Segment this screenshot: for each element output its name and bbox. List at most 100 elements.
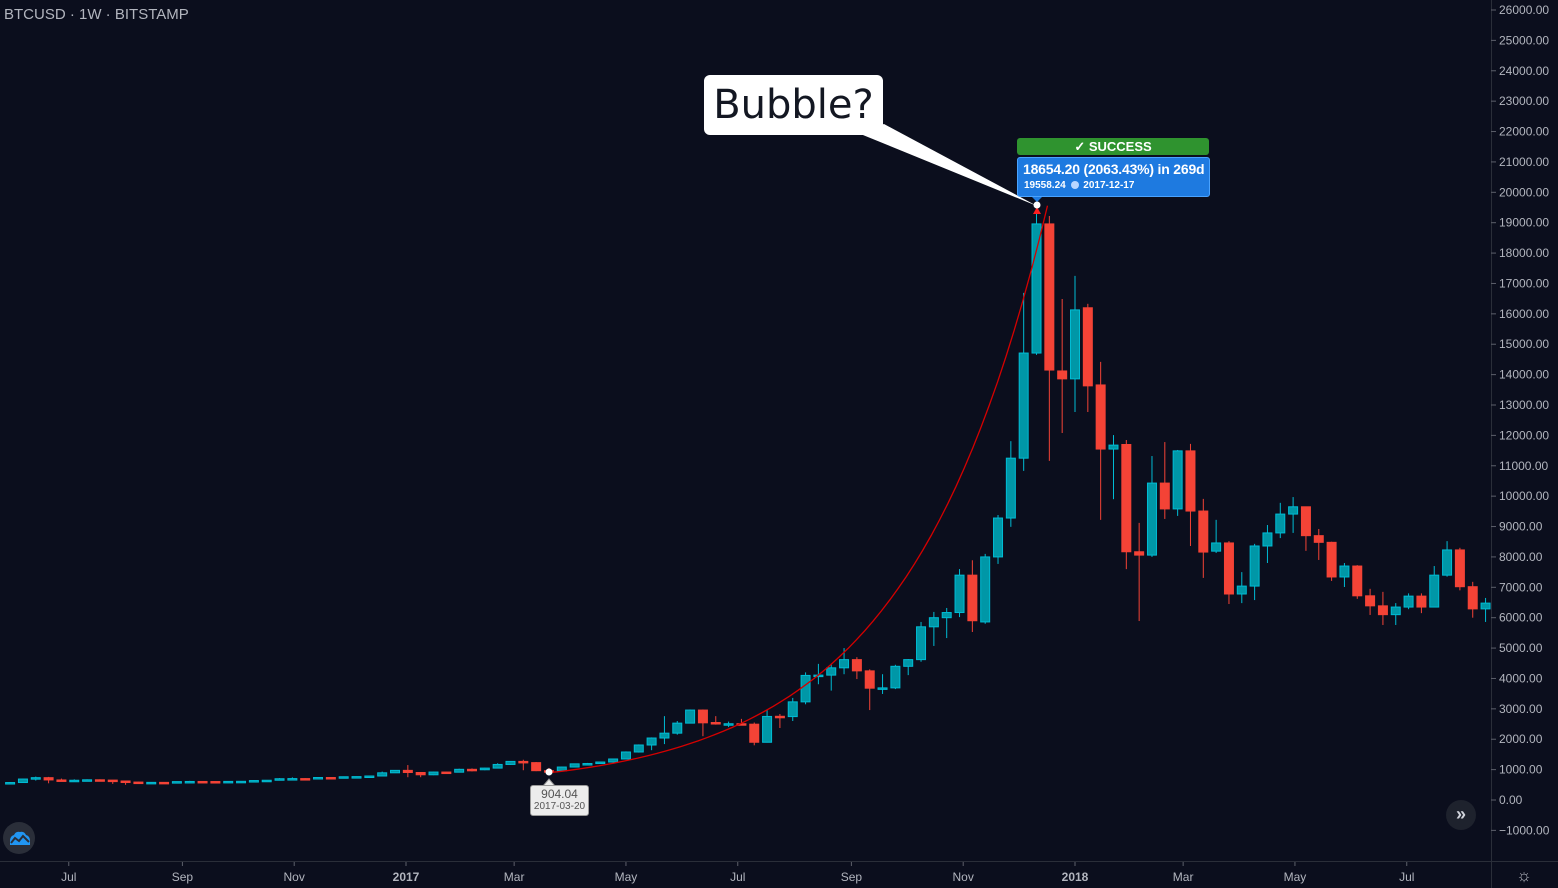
candle[interactable] xyxy=(531,762,542,772)
candle[interactable] xyxy=(646,737,657,751)
candle[interactable] xyxy=(582,762,593,766)
candle[interactable] xyxy=(133,781,144,785)
time-axis[interactable]: Jul Sep Nov 2017 Mar May Jul Sep Nov 2018 Mar May Ju… xyxy=(61,862,1414,884)
candle[interactable] xyxy=(1223,541,1234,605)
candle[interactable] xyxy=(1403,593,1414,610)
candle[interactable] xyxy=(1442,541,1453,577)
candle[interactable] xyxy=(1480,597,1491,622)
symbol-title[interactable]: BTCUSD · 1W · BITSTAMP xyxy=(4,6,189,23)
candle[interactable] xyxy=(287,777,298,781)
candle[interactable] xyxy=(466,768,477,772)
candle[interactable] xyxy=(1005,441,1016,527)
candle[interactable] xyxy=(1275,502,1286,539)
candle[interactable] xyxy=(94,779,105,782)
candle[interactable] xyxy=(864,669,875,711)
candle[interactable] xyxy=(1198,498,1209,578)
candle[interactable] xyxy=(595,761,606,765)
candle[interactable] xyxy=(390,769,401,774)
candle[interactable] xyxy=(1121,439,1132,570)
candle[interactable] xyxy=(82,779,93,782)
candle[interactable] xyxy=(402,765,413,778)
candle[interactable] xyxy=(659,716,670,745)
candle[interactable] xyxy=(877,674,888,694)
candle[interactable] xyxy=(993,514,1004,564)
candle[interactable] xyxy=(441,771,452,775)
candle[interactable] xyxy=(43,776,54,784)
candle[interactable] xyxy=(1070,275,1080,412)
candle[interactable] xyxy=(800,672,811,705)
candle[interactable] xyxy=(184,780,195,784)
double-chevron-right-icon[interactable]: » xyxy=(1446,800,1476,830)
candle[interactable] xyxy=(171,781,182,784)
candle[interactable] xyxy=(5,782,16,785)
candle[interactable] xyxy=(697,709,708,737)
candle[interactable] xyxy=(941,607,952,639)
candle[interactable] xyxy=(518,759,529,771)
candle[interactable] xyxy=(56,778,67,782)
candle[interactable] xyxy=(261,779,272,783)
tradingview-cloud-icon[interactable] xyxy=(3,822,35,854)
candle[interactable] xyxy=(1390,603,1401,625)
candle[interactable] xyxy=(1339,563,1350,588)
candle[interactable] xyxy=(569,763,580,768)
candle[interactable] xyxy=(723,721,734,728)
candle[interactable] xyxy=(749,722,760,746)
candle[interactable] xyxy=(672,721,683,735)
candle[interactable] xyxy=(903,659,914,676)
candle[interactable] xyxy=(890,664,901,690)
candle[interactable] xyxy=(1416,593,1427,614)
candle[interactable] xyxy=(1082,303,1093,412)
candle[interactable] xyxy=(762,710,773,743)
candle[interactable] xyxy=(248,780,259,783)
candle[interactable] xyxy=(1288,497,1299,533)
candle[interactable] xyxy=(1172,449,1183,516)
candle[interactable] xyxy=(787,697,798,721)
candle[interactable] xyxy=(1031,205,1042,355)
candle[interactable] xyxy=(1146,456,1157,557)
candle[interactable] xyxy=(1313,528,1324,560)
candle[interactable] xyxy=(364,775,375,778)
candle[interactable] xyxy=(1159,442,1170,519)
candle[interactable] xyxy=(338,776,349,779)
candle[interactable] xyxy=(928,611,939,646)
candle[interactable] xyxy=(1467,581,1478,618)
candle[interactable] xyxy=(69,779,80,783)
candle[interactable] xyxy=(1134,522,1145,622)
candle[interactable] xyxy=(1044,216,1055,461)
candle[interactable] xyxy=(236,780,247,784)
candle[interactable] xyxy=(313,777,324,780)
candle[interactable] xyxy=(223,780,234,784)
candle[interactable] xyxy=(1326,541,1337,581)
candle[interactable] xyxy=(159,781,170,785)
candle[interactable] xyxy=(197,780,208,784)
candle[interactable] xyxy=(685,709,696,724)
low-point-marker[interactable] xyxy=(545,768,553,776)
candle[interactable] xyxy=(415,772,426,778)
candle[interactable] xyxy=(1236,572,1247,604)
candle[interactable] xyxy=(120,780,131,785)
candle[interactable] xyxy=(146,781,157,785)
candle[interactable] xyxy=(851,657,862,680)
candle[interactable] xyxy=(967,560,978,632)
callout-bubble[interactable]: Bubble? xyxy=(704,75,883,135)
candle[interactable] xyxy=(1057,298,1068,433)
candle[interactable] xyxy=(1352,565,1363,599)
candle[interactable] xyxy=(1095,361,1106,520)
candle[interactable] xyxy=(980,553,991,624)
candle[interactable] xyxy=(608,758,619,763)
candle[interactable] xyxy=(710,716,721,725)
candle[interactable] xyxy=(1185,443,1196,546)
candle[interactable] xyxy=(620,751,631,760)
candle[interactable] xyxy=(377,771,388,777)
candle[interactable] xyxy=(428,771,439,776)
candle[interactable] xyxy=(916,621,927,662)
candle[interactable] xyxy=(826,663,837,691)
candle[interactable] xyxy=(300,778,311,781)
candle[interactable] xyxy=(107,779,118,784)
candle[interactable] xyxy=(1429,566,1440,608)
candle[interactable] xyxy=(1249,543,1260,601)
candle[interactable] xyxy=(479,767,490,771)
candle[interactable] xyxy=(1377,591,1388,625)
candle[interactable] xyxy=(492,763,503,769)
